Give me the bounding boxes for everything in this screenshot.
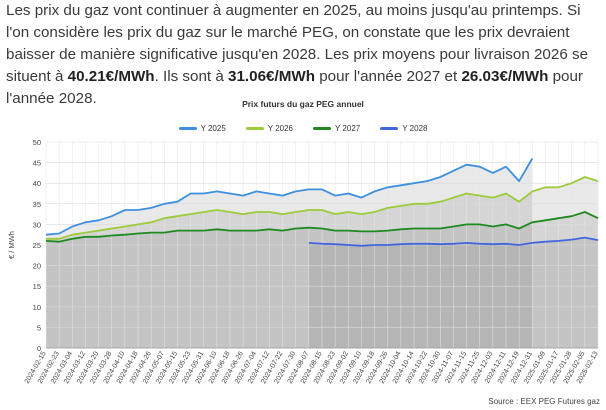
price-2027: 31.06€/MWh (228, 68, 315, 85)
legend-item-y-2026[interactable]: Y 2026 (245, 124, 293, 133)
legend-label: Y 2028 (402, 124, 428, 133)
price-2028: 26.03€/MWh (461, 68, 549, 85)
y-tick-label: 35 (33, 200, 41, 209)
legend-swatch (178, 127, 197, 130)
intro-text-2: . Ils sont à (154, 68, 229, 85)
price-2026: 40.21€/MWh (67, 68, 155, 85)
y-axis-label: € / MWh (7, 231, 16, 259)
legend-swatch (380, 127, 399, 130)
series-line-y-2028 (308, 236, 599, 247)
legend-label: Y 2027 (335, 124, 361, 133)
legend-item-y-2027[interactable]: Y 2027 (313, 124, 360, 133)
chart-title: Prix futurs du gaz PEG annuel (242, 99, 364, 109)
legend-label: Y 2025 (200, 124, 226, 133)
legend-swatch (313, 127, 331, 130)
series-line-y-2027 (45, 211, 599, 243)
y-tick-label: 0 (37, 344, 41, 353)
chart-container: 0 5 10 15 20 25 30 35 40 45 50 2024-02-15 2024-02-23… (0, 92, 606, 410)
y-tick-label: 10 (33, 303, 41, 312)
intro-paragraph: Les prix du gaz vont continuer à augment… (6, 0, 602, 110)
area-fill-y-2025 (46, 158, 533, 348)
y-tick-label: 20 (33, 262, 41, 271)
chart-source: Source : EEX PEG Futures gaz (488, 397, 600, 406)
y-tick-label: 25 (33, 241, 41, 250)
legend-label: Y 2026 (267, 124, 293, 133)
intro-text-1: Les prix du gaz vont continuer à augment… (6, 2, 589, 85)
y-tick-label: 45 (33, 159, 41, 168)
intro-text-4: pour l'année 2028. (6, 68, 583, 107)
legend-item-y-2028[interactable]: Y 2028 (380, 124, 427, 133)
legend-item-y-2025[interactable]: Y 2025 (178, 124, 226, 133)
legend-swatch (245, 127, 264, 130)
y-tick-label: 5 (37, 323, 41, 332)
intro-text-3: pour l'année 2027 et (314, 68, 462, 85)
y-tick-label: 50 (33, 138, 41, 147)
chart-legend: Y 2025 Y 2026 Y 2027 Y 2028 (0, 124, 606, 133)
y-tick-label: 15 (33, 282, 41, 291)
y-tick-label: 30 (33, 220, 41, 229)
series-line-y-2026 (46, 176, 599, 240)
y-tick-label: 40 (33, 179, 41, 188)
series-line-y-2025 (45, 158, 534, 236)
chart-svg: 051015202530354045502024-02-152024-02-23… (7, 138, 600, 385)
